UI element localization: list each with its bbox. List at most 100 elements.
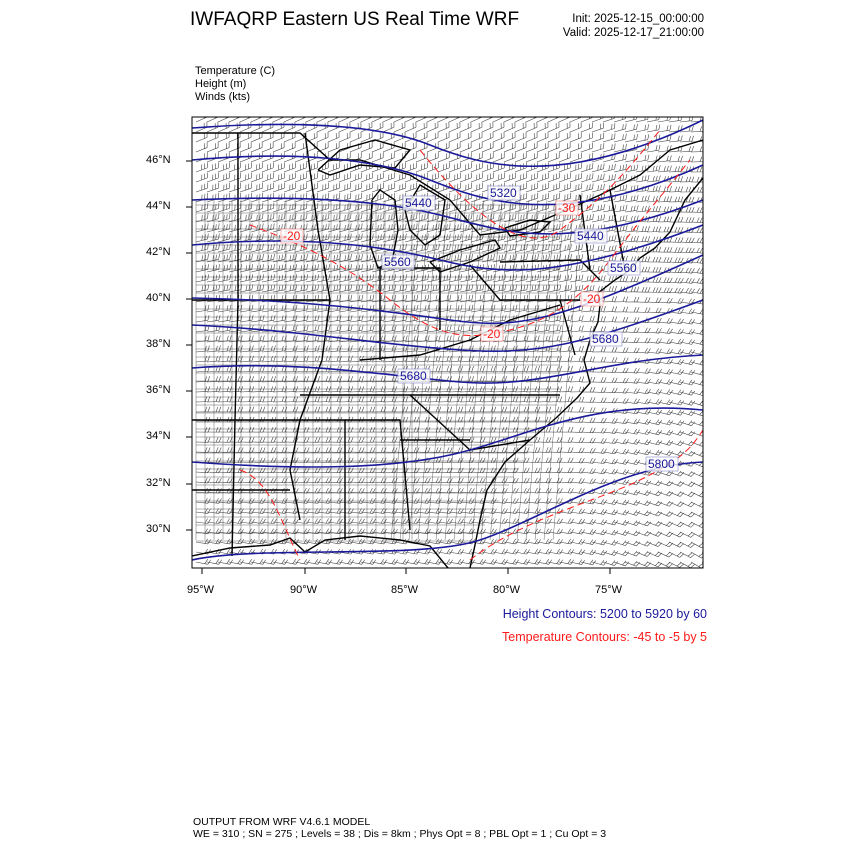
height-contour xyxy=(192,119,703,168)
temperature-label: -30 xyxy=(558,201,576,215)
county-line xyxy=(435,199,467,541)
wind-barb-icon xyxy=(294,284,309,293)
wind-barb-icon xyxy=(316,284,331,293)
wind-barb-icon xyxy=(668,227,684,233)
wind-barb-icon xyxy=(206,172,219,183)
wind-barb-icon xyxy=(657,399,674,405)
wind-barb-icon xyxy=(690,125,703,133)
wind-barb-icon xyxy=(470,162,483,173)
height-label: 5680 xyxy=(400,369,427,383)
height-contour xyxy=(192,354,703,384)
wind-barb-icon xyxy=(679,247,695,254)
wind-barb-icon xyxy=(613,448,629,455)
wind-barb-icon xyxy=(250,376,265,383)
wind-barb-icon xyxy=(393,243,407,253)
height-label-box xyxy=(574,228,608,244)
wind-barb-icon xyxy=(217,233,231,243)
wind-barb-icon xyxy=(492,152,505,163)
wind-barb-icon xyxy=(250,253,264,263)
wind-barb-icon xyxy=(206,142,219,153)
wind-barb-icon xyxy=(272,304,287,313)
wind-barb-icon xyxy=(514,131,527,143)
wind-barb-icon xyxy=(657,450,674,456)
wind-barb-icon xyxy=(195,437,211,443)
wind-barb-icon xyxy=(283,172,296,183)
wind-barb-icon xyxy=(294,538,310,545)
height-label: 5680 xyxy=(592,332,619,346)
wind-barb-icon xyxy=(316,233,330,243)
wind-barb-icon xyxy=(635,175,650,183)
wind-barb-icon xyxy=(657,551,674,558)
wind-barb-icon xyxy=(591,305,606,313)
wind-barb-icon xyxy=(646,124,661,133)
wind-barb-icon xyxy=(525,131,538,143)
wind-barb-icon xyxy=(437,447,453,453)
wind-barb-icon xyxy=(679,400,696,406)
height-label-box xyxy=(381,254,415,270)
wind-barb-icon xyxy=(514,335,529,343)
wind-barb-icon xyxy=(492,508,508,514)
wind-barb-icon xyxy=(239,142,252,153)
wind-barb-icon xyxy=(481,447,497,453)
wind-barb-icon xyxy=(349,538,365,545)
wind-barb-icon xyxy=(558,376,573,383)
county-line xyxy=(444,199,476,541)
wind-barb-icon xyxy=(459,142,472,153)
wind-barb-icon xyxy=(558,508,574,514)
wind-barb-icon xyxy=(679,237,695,244)
wind-barb-icon xyxy=(558,223,572,233)
wind-barb-icon xyxy=(602,458,618,465)
wind-barb-icon xyxy=(690,156,703,163)
wind-barb-icon xyxy=(536,233,550,243)
wind-barb-icon xyxy=(558,365,573,373)
wind-barb-icon xyxy=(349,406,365,413)
wind-barb-icon xyxy=(437,162,450,173)
wind-barb-icon xyxy=(602,224,617,233)
wind-barb-icon xyxy=(558,162,571,173)
lon-label: 95°W xyxy=(187,584,215,596)
wind-barb-icon xyxy=(602,428,618,434)
wind-barb-icon xyxy=(448,498,464,504)
wind-barb-icon xyxy=(261,508,277,514)
wind-barb-icon xyxy=(250,162,263,173)
county-line xyxy=(489,199,521,541)
wind-barb-icon xyxy=(591,519,607,525)
wind-barb-icon xyxy=(459,284,474,293)
wind-barb-icon xyxy=(591,559,608,566)
wind-barb-icon xyxy=(547,152,560,163)
wind-barb-icon xyxy=(261,223,275,233)
wind-barb-icon xyxy=(514,498,530,504)
wind-barb-icon xyxy=(503,518,519,524)
wind-barb-icon xyxy=(459,121,472,133)
county-line xyxy=(417,199,449,541)
wind-barb-icon xyxy=(316,437,332,443)
wind-barb-icon xyxy=(349,213,363,223)
wind-barb-icon xyxy=(525,223,539,233)
wind-barb-icon xyxy=(646,205,661,213)
wind-barb-icon xyxy=(404,518,420,524)
wind-barb-icon xyxy=(250,223,264,233)
wind-barb-icon xyxy=(569,437,585,443)
wind-barb-icon xyxy=(580,142,593,153)
wind-barb-icon xyxy=(701,177,703,183)
wind-barb-icon xyxy=(624,530,641,537)
wind-barb-icon xyxy=(217,345,232,353)
wind-barb-icon xyxy=(459,131,472,143)
axis-ticks xyxy=(186,160,611,574)
wind-barb-icon xyxy=(228,335,243,343)
lon-label: 80°W xyxy=(493,584,521,596)
wind-barb-icon xyxy=(679,420,696,426)
wind-barb-icon xyxy=(360,172,373,183)
wind-barb-icon xyxy=(657,206,673,213)
wind-barb-icon xyxy=(481,508,497,514)
county-line xyxy=(426,199,458,541)
wind-barb-icon xyxy=(327,131,340,143)
wind-barb-icon xyxy=(646,531,663,537)
wind-barb-icon xyxy=(415,304,430,313)
wind-barb-icon xyxy=(569,549,585,555)
wind-barb-icon xyxy=(646,429,663,436)
wind-barb-icon xyxy=(547,274,562,283)
wind-barb-icon xyxy=(448,406,464,413)
wind-barb-icon xyxy=(668,561,684,568)
wind-barb-icon xyxy=(195,538,211,545)
